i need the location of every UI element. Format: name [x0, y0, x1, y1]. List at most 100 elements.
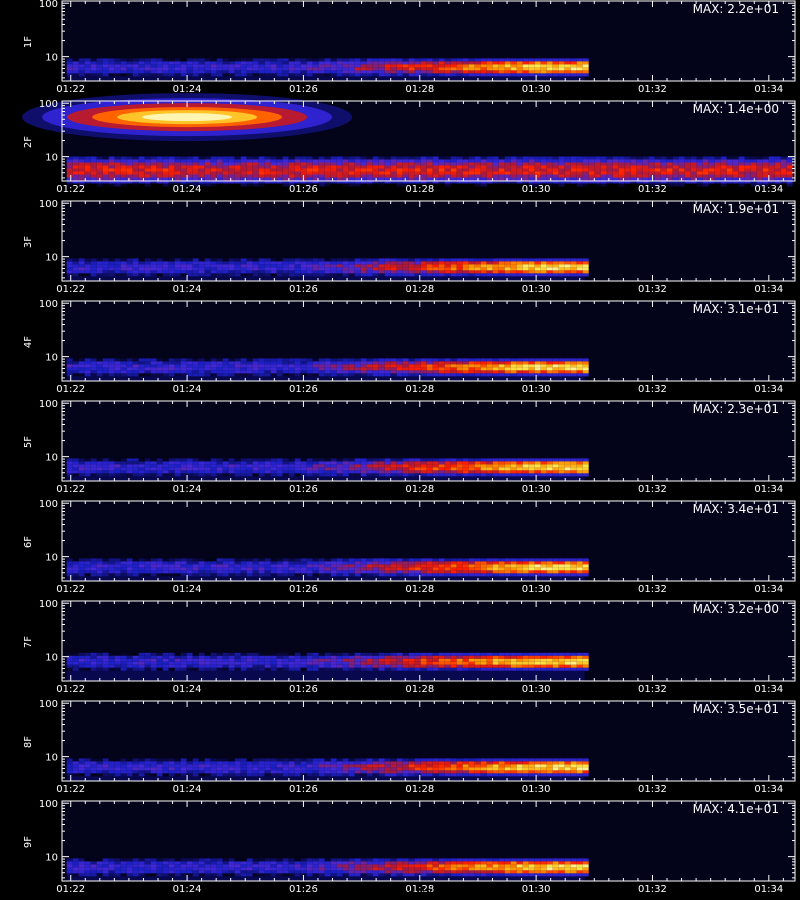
x-tick-label: 01:34 [754, 284, 783, 295]
x-tick-label: 01:22 [56, 884, 85, 895]
band-4f [66, 358, 589, 377]
x-tick-label: 01:30 [522, 684, 551, 695]
x-tick-label: 01:22 [56, 584, 85, 595]
x-tick-label: 01:30 [522, 584, 551, 595]
max-label: MAX: 2.3e+01 [693, 402, 779, 416]
panel-label: 5F [23, 436, 34, 448]
x-tick-label: 01:22 [56, 484, 85, 495]
x-tick-label: 01:24 [173, 184, 202, 195]
max-label: MAX: 4.1e+01 [693, 802, 779, 816]
x-tick-label: 01:26 [289, 484, 318, 495]
x-tick-label: 01:28 [405, 84, 434, 95]
x-tick-label: 01:32 [638, 784, 667, 795]
max-label: MAX: 3.1e+01 [693, 302, 779, 316]
y-tick-label: 10 [45, 353, 58, 364]
x-tick-label: 01:30 [522, 784, 551, 795]
x-tick-label: 01:28 [405, 184, 434, 195]
x-tick-label: 01:22 [56, 784, 85, 795]
panel-label: 6F [23, 536, 34, 548]
panel-label: 9F [23, 836, 34, 848]
band-3f [66, 258, 589, 277]
y-tick-label: 100 [39, 599, 58, 610]
x-tick-label: 01:34 [754, 84, 783, 95]
panel-1f: 10 100 01:22 01:24 01:26 01:28 01:30 01:32 01:34… [23, 0, 796, 95]
y-tick-label: 10 [45, 853, 58, 864]
x-tick-label: 01:22 [56, 84, 85, 95]
max-label: MAX: 3.5e+01 [693, 702, 779, 716]
x-tick-label: 01:32 [638, 84, 667, 95]
y-tick-label: 100 [39, 299, 58, 310]
x-tick-label: 01:34 [754, 884, 783, 895]
x-tick-label: 01:26 [289, 284, 318, 295]
y-tick-label: 10 [45, 553, 58, 564]
x-tick-label: 01:28 [405, 884, 434, 895]
band-5f [66, 458, 589, 477]
x-tick-label: 01:34 [754, 784, 783, 795]
panel-label: 8F [23, 736, 34, 748]
panel-2f: 10 100 01:22 01:24 01:26 01:28 01:30 01:32 01:34… [22, 93, 796, 195]
x-tick-label: 01:34 [754, 384, 783, 395]
x-tick-label: 01:30 [522, 884, 551, 895]
panel-6f: 10 100 01:22 01:24 01:26 01:28 01:30 01:32 01:34… [23, 499, 796, 595]
x-tick-label: 01:26 [289, 784, 318, 795]
y-tick-label: 10 [45, 253, 58, 264]
x-tick-label: 01:34 [754, 684, 783, 695]
y-tick-label: 10 [45, 153, 58, 164]
y-tick-label: 10 [45, 53, 58, 64]
x-tick-label: 01:22 [56, 284, 85, 295]
panel-5f: 10 100 01:22 01:24 01:26 01:28 01:30 01:32 01:34… [23, 399, 796, 495]
x-tick-label: 01:24 [173, 884, 202, 895]
band-2f [66, 156, 793, 187]
panel-4f: 10 100 01:22 01:24 01:26 01:28 01:30 01:32 01:34… [23, 299, 796, 395]
x-tick-label: 01:26 [289, 84, 318, 95]
x-tick-label: 01:28 [405, 684, 434, 695]
x-tick-label: 01:24 [173, 684, 202, 695]
x-tick-label: 01:24 [173, 284, 202, 295]
x-tick-label: 01:32 [638, 284, 667, 295]
x-tick-label: 01:30 [522, 484, 551, 495]
y-tick-label: 10 [45, 753, 58, 764]
x-tick-label: 01:28 [405, 384, 434, 395]
x-tick-label: 01:32 [638, 684, 667, 695]
panel-label: 3F [23, 236, 34, 248]
y-tick-label: 100 [39, 199, 58, 210]
max-label: MAX: 1.9e+01 [693, 202, 779, 216]
panel-3f: 10 100 01:22 01:24 01:26 01:28 01:30 01:32 01:34… [23, 199, 796, 295]
x-tick-label: 01:24 [173, 84, 202, 95]
max-label: MAX: 1.4e+00 [693, 102, 779, 116]
y-tick-label: 100 [39, 499, 58, 510]
x-tick-label: 01:24 [173, 584, 202, 595]
x-tick-label: 01:26 [289, 684, 318, 695]
x-tick-label: 01:34 [754, 184, 783, 195]
x-tick-label: 01:28 [405, 784, 434, 795]
x-tick-label: 01:22 [56, 184, 85, 195]
x-tick-label: 01:30 [522, 84, 551, 95]
x-tick-label: 01:32 [638, 384, 667, 395]
y-tick-label: 100 [39, 799, 58, 810]
panel-label: 2F [23, 136, 34, 148]
x-tick-label: 01:22 [56, 684, 85, 695]
y-tick-label: 10 [45, 653, 58, 664]
x-tick-label: 01:32 [638, 184, 667, 195]
x-tick-label: 01:26 [289, 184, 318, 195]
panel-8f: 10 100 01:22 01:24 01:26 01:28 01:30 01:32 01:34… [23, 699, 796, 795]
max-label: MAX: 3.2e+00 [693, 602, 779, 616]
x-tick-label: 01:24 [173, 784, 202, 795]
x-tick-label: 01:32 [638, 584, 667, 595]
x-tick-label: 01:26 [289, 584, 318, 595]
x-tick-label: 01:24 [173, 484, 202, 495]
x-tick-label: 01:28 [405, 584, 434, 595]
x-axis-title: Start Time (09-Nov-22 01:21:59) [310, 887, 490, 900]
x-tick-label: 01:30 [522, 284, 551, 295]
panel-label: 1F [23, 36, 34, 48]
x-tick-label: 01:24 [173, 384, 202, 395]
y-tick-label: 100 [39, 699, 58, 710]
max-label: MAX: 2.2e+01 [693, 2, 779, 16]
y-tick-label: 100 [39, 99, 58, 110]
x-tick-label: 01:32 [638, 884, 667, 895]
band-1f [66, 58, 589, 77]
panel-7f: 10 100 01:22 01:24 01:26 01:28 01:30 01:32 01:34… [23, 599, 796, 695]
band-6f [66, 558, 589, 577]
x-tick-label: 01:28 [405, 484, 434, 495]
panel-9f: 10 100 01:22 01:24 01:26 01:28 01:30 01:32 01:34… [23, 799, 796, 895]
